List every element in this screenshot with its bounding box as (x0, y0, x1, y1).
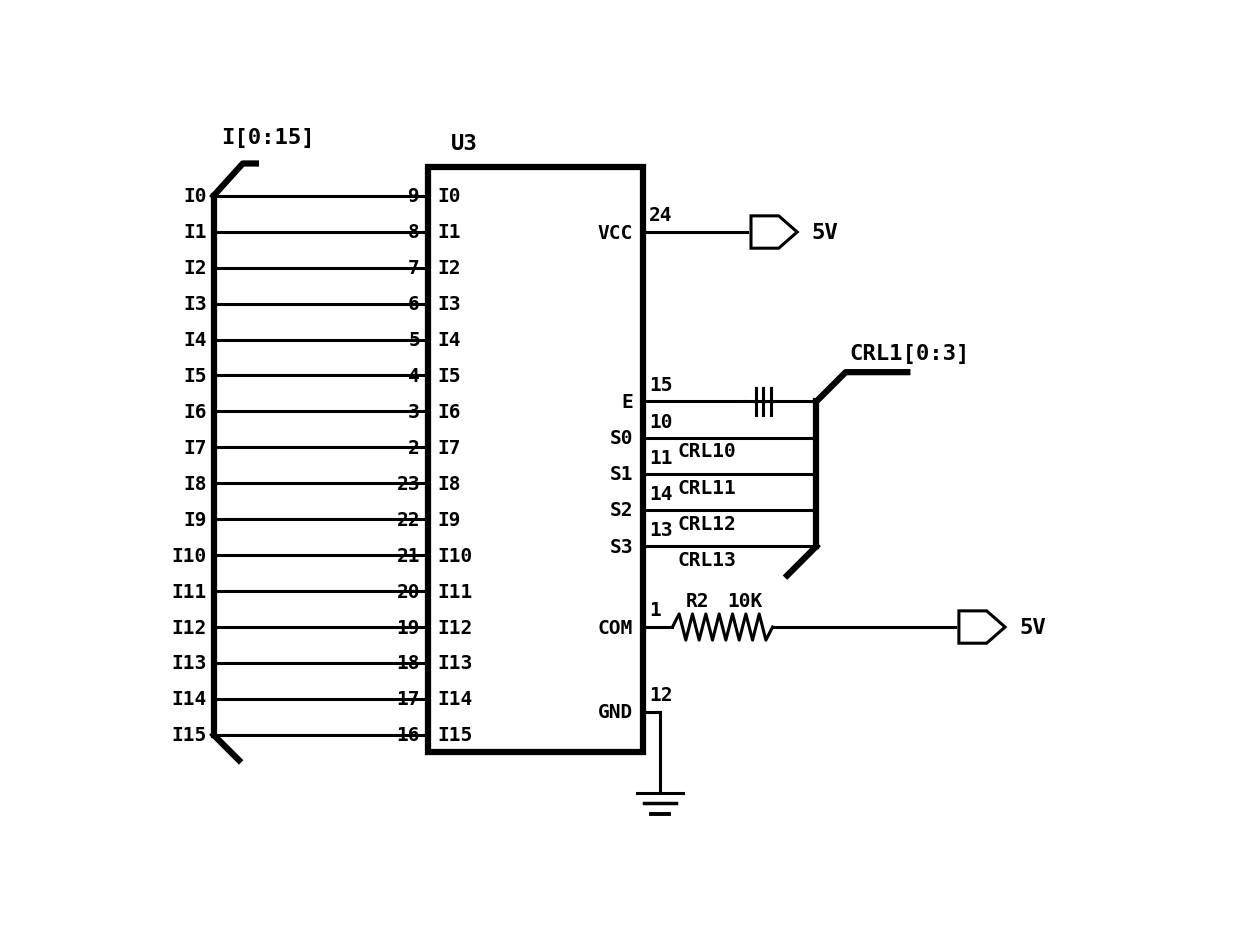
Text: I3: I3 (438, 295, 461, 314)
Text: I0: I0 (438, 187, 461, 206)
Text: S2: S2 (610, 501, 634, 520)
Text: 14: 14 (650, 485, 673, 503)
Text: I14: I14 (171, 690, 207, 708)
Text: CRL10: CRL10 (678, 442, 737, 461)
Text: I1: I1 (184, 223, 207, 242)
Text: 20: 20 (397, 582, 420, 601)
Text: 21: 21 (397, 546, 420, 565)
Text: 12: 12 (650, 685, 673, 705)
Text: I14: I14 (438, 690, 472, 708)
Text: U3: U3 (450, 133, 477, 154)
Text: I8: I8 (438, 475, 461, 493)
Text: 15: 15 (650, 375, 673, 394)
Text: 13: 13 (650, 521, 673, 540)
Text: I7: I7 (438, 438, 461, 457)
Text: I13: I13 (171, 654, 207, 673)
Text: CRL13: CRL13 (678, 551, 737, 569)
Text: 19: 19 (397, 618, 420, 637)
Text: I5: I5 (184, 366, 207, 386)
Text: S3: S3 (610, 537, 634, 556)
Text: 7: 7 (408, 259, 420, 278)
Text: I13: I13 (438, 654, 472, 673)
Text: I10: I10 (438, 546, 472, 565)
Text: I5: I5 (438, 366, 461, 386)
Text: 5V: 5V (811, 222, 838, 243)
Text: GND: GND (598, 703, 634, 721)
Text: I6: I6 (184, 402, 207, 422)
Text: I4: I4 (184, 331, 207, 349)
Text: 5V: 5V (1019, 617, 1045, 638)
Text: I1: I1 (438, 223, 461, 242)
Text: I15: I15 (438, 726, 472, 744)
Text: I2: I2 (438, 259, 461, 278)
Text: I7: I7 (184, 438, 207, 457)
Text: I4: I4 (438, 331, 461, 349)
Text: I6: I6 (438, 402, 461, 422)
Text: 3: 3 (408, 402, 420, 422)
Text: I10: I10 (171, 546, 207, 565)
Text: S1: S1 (610, 464, 634, 484)
Text: I0: I0 (184, 187, 207, 206)
Text: I9: I9 (438, 510, 461, 529)
Text: 24: 24 (650, 206, 673, 225)
Text: CRL11: CRL11 (678, 478, 737, 497)
Bar (428, 168, 644, 752)
Text: I15: I15 (171, 726, 207, 744)
Text: R2: R2 (686, 591, 709, 611)
Polygon shape (959, 611, 1006, 643)
Text: 9: 9 (408, 187, 420, 206)
Text: 1: 1 (650, 601, 661, 619)
Text: 4: 4 (408, 366, 420, 386)
Text: I2: I2 (184, 259, 207, 278)
Text: 11: 11 (650, 449, 673, 467)
Text: I[0:15]: I[0:15] (221, 127, 315, 147)
Text: 10: 10 (650, 413, 673, 431)
Polygon shape (751, 217, 797, 249)
Text: I8: I8 (184, 475, 207, 493)
Text: 17: 17 (397, 690, 420, 708)
Text: CRL12: CRL12 (678, 514, 737, 533)
Text: 8: 8 (408, 223, 420, 242)
Text: E: E (621, 392, 634, 412)
Text: CRL1[0:3]: CRL1[0:3] (849, 344, 970, 363)
Text: I11: I11 (171, 582, 207, 601)
Text: VCC: VCC (598, 223, 634, 242)
Text: 5: 5 (408, 331, 420, 349)
Text: 2: 2 (408, 438, 420, 457)
Text: 10K: 10K (727, 591, 763, 611)
Text: I12: I12 (171, 618, 207, 637)
Text: I11: I11 (438, 582, 472, 601)
Text: S0: S0 (610, 428, 634, 448)
Text: 23: 23 (397, 475, 420, 493)
Text: 16: 16 (397, 726, 420, 744)
Text: I12: I12 (438, 618, 472, 637)
Text: I9: I9 (184, 510, 207, 529)
Text: 6: 6 (408, 295, 420, 314)
Text: COM: COM (598, 618, 634, 637)
Text: 18: 18 (397, 654, 420, 673)
Text: I3: I3 (184, 295, 207, 314)
Text: 22: 22 (397, 510, 420, 529)
